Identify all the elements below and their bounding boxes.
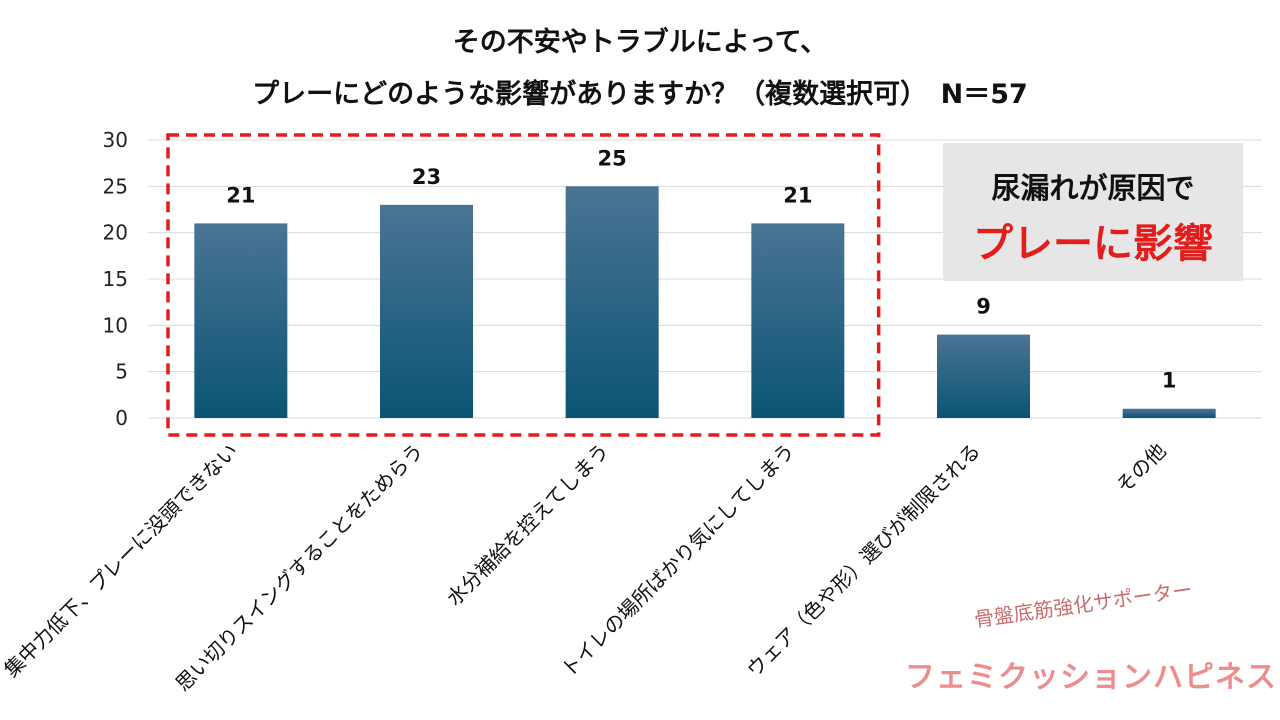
y-tick-label: 15 [103, 267, 128, 291]
chart-title-line2: プレーにどのような影響がありますか？（複数選択可） N＝57 [252, 79, 1028, 110]
data-label: 9 [976, 295, 991, 319]
brand-logo-text: フェミクッションハピネス [905, 660, 1277, 695]
y-tick-label: 20 [103, 221, 128, 245]
chart-title-line1: その不安やトラブルによって、 [452, 27, 828, 58]
bar [380, 204, 473, 418]
data-label: 21 [783, 183, 812, 207]
y-tick-label: 25 [103, 174, 128, 198]
callout-line1: 尿漏れが原因で [991, 171, 1195, 205]
data-label: 21 [226, 183, 255, 207]
bar [565, 186, 659, 418]
x-category-label: その他 [1111, 439, 1170, 498]
bar [1122, 408, 1216, 418]
data-label: 25 [598, 146, 627, 170]
y-tick-label: 5 [115, 360, 128, 384]
y-tick-label: 10 [103, 313, 128, 337]
bar [937, 334, 1030, 418]
bar [194, 223, 288, 418]
x-category-label: 水分補給を控えてしまう [442, 439, 614, 611]
callout-line2: プレーに影響 [973, 221, 1213, 267]
y-tick-label: 30 [103, 128, 128, 152]
y-tick-label: 0 [115, 406, 128, 430]
data-label: 1 [1162, 369, 1177, 393]
bar [751, 223, 845, 418]
data-label: 23 [412, 165, 441, 189]
callout-box: 尿漏れが原因で プレーに影響 [943, 143, 1243, 281]
